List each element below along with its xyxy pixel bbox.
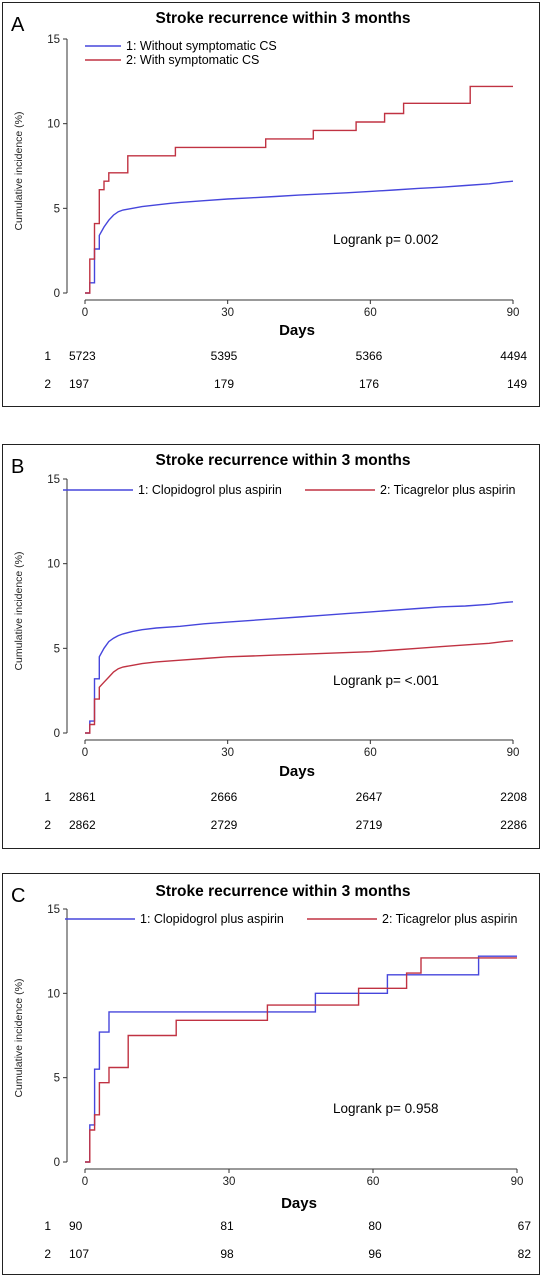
risk-cell: 149	[507, 377, 527, 391]
panel-label: A	[11, 14, 25, 36]
x-axis-label: Days	[279, 763, 315, 780]
panel-a: A Stroke recurrence within 3 months Cumu…	[2, 2, 540, 407]
chart-title: Stroke recurrence within 3 months	[156, 452, 411, 469]
risk-cell: 2729	[211, 818, 238, 832]
panel-c: C Stroke recurrence within 3 months Cumu…	[2, 873, 540, 1275]
risk-cell: 2647	[356, 790, 383, 804]
x-tick-label: 60	[364, 747, 377, 759]
x-tick-label: 60	[364, 307, 377, 319]
series-line-2	[85, 85, 513, 294]
legend-label-1: 1: Clopidogrol plus aspirin	[138, 483, 282, 497]
risk-cell: 98	[220, 1247, 234, 1261]
risk-cell: 2861	[69, 790, 96, 804]
y-axis-label: Cumulative incidence (%)	[13, 978, 25, 1097]
chart-title: Stroke recurrence within 3 months	[156, 10, 411, 27]
panel-label: B	[11, 456, 24, 478]
legend-label-1: 1: Clopidogrol plus aspirin	[140, 912, 284, 926]
chart-a: A Stroke recurrence within 3 months Cumu…	[11, 10, 527, 391]
risk-cell: 2862	[69, 818, 96, 832]
legend-label-2: 2: Ticagrelor plus aspirin	[382, 912, 518, 926]
x-tick-label: 90	[507, 747, 520, 759]
y-tick-label: 5	[54, 203, 60, 215]
risk-row-label: 1	[44, 790, 51, 804]
y-tick-label: 15	[47, 34, 60, 46]
y-tick-label: 5	[54, 1073, 60, 1085]
panel-b: B Stroke recurrence within 3 months Cumu…	[2, 444, 540, 849]
x-tick-label: 30	[221, 747, 234, 759]
risk-cell: 107	[69, 1247, 89, 1261]
legend-label-2: 2: Ticagrelor plus aspirin	[380, 483, 516, 497]
series-line-2	[85, 640, 514, 734]
x-tick-label: 0	[82, 1176, 88, 1188]
x-axis-label: Days	[281, 1195, 317, 1212]
panel-label: C	[11, 885, 25, 907]
risk-cell: 197	[69, 377, 89, 391]
y-tick-label: 5	[54, 643, 60, 655]
risk-row-label: 2	[44, 818, 51, 832]
y-tick-label: 0	[54, 288, 60, 300]
chart-b: B Stroke recurrence within 3 months Cumu…	[11, 452, 527, 832]
chart-title: Stroke recurrence within 3 months	[156, 883, 411, 900]
y-tick-label: 10	[47, 119, 60, 131]
y-tick-label: 0	[54, 1157, 60, 1169]
x-tick-label: 90	[507, 307, 520, 319]
y-tick-label: 15	[47, 474, 60, 486]
y-axis-label: Cumulative incidence (%)	[13, 551, 25, 670]
risk-row-label: 1	[44, 349, 51, 363]
series-line-1	[85, 180, 514, 294]
legend-label-2: 2: With symptomatic CS	[126, 53, 259, 67]
y-axis-label: Cumulative incidence (%)	[13, 111, 25, 230]
risk-cell: 80	[368, 1219, 382, 1233]
risk-cell: 5723	[69, 349, 96, 363]
y-tick-label: 10	[47, 988, 60, 1000]
x-tick-label: 30	[221, 307, 234, 319]
chart-c: C Stroke recurrence within 3 months Cumu…	[11, 883, 532, 1261]
series-line-2	[85, 957, 517, 1163]
y-tick-label: 10	[47, 559, 60, 571]
risk-cell: 90	[69, 1219, 83, 1233]
series-line-1	[85, 601, 514, 734]
risk-row-label: 2	[44, 377, 51, 391]
risk-cell: 2666	[211, 790, 238, 804]
risk-row-label: 1	[44, 1219, 51, 1233]
risk-cell: 5366	[356, 349, 383, 363]
x-tick-label: 0	[82, 307, 88, 319]
x-tick-label: 0	[82, 747, 88, 759]
x-tick-label: 60	[367, 1176, 380, 1188]
risk-cell: 5395	[211, 349, 238, 363]
logrank-annotation: Logrank p= <.001	[333, 673, 439, 688]
risk-cell: 67	[518, 1219, 532, 1233]
x-tick-label: 30	[223, 1176, 236, 1188]
risk-cell: 2719	[356, 818, 383, 832]
y-tick-label: 0	[54, 728, 60, 740]
y-tick-label: 15	[47, 904, 60, 916]
logrank-annotation: Logrank p= 0.958	[333, 1101, 438, 1116]
risk-cell: 2286	[500, 818, 527, 832]
legend-label-1: 1: Without symptomatic CS	[126, 39, 277, 53]
risk-cell: 2208	[500, 790, 527, 804]
risk-cell: 176	[359, 377, 379, 391]
series-line-1	[85, 955, 517, 1163]
logrank-annotation: Logrank p= 0.002	[333, 232, 438, 247]
x-axis-label: Days	[279, 322, 315, 339]
risk-row-label: 2	[44, 1247, 51, 1261]
risk-cell: 81	[220, 1219, 234, 1233]
risk-cell: 82	[518, 1247, 532, 1261]
x-tick-label: 90	[511, 1176, 524, 1188]
risk-cell: 4494	[500, 349, 527, 363]
risk-cell: 96	[368, 1247, 382, 1261]
risk-cell: 179	[214, 377, 234, 391]
